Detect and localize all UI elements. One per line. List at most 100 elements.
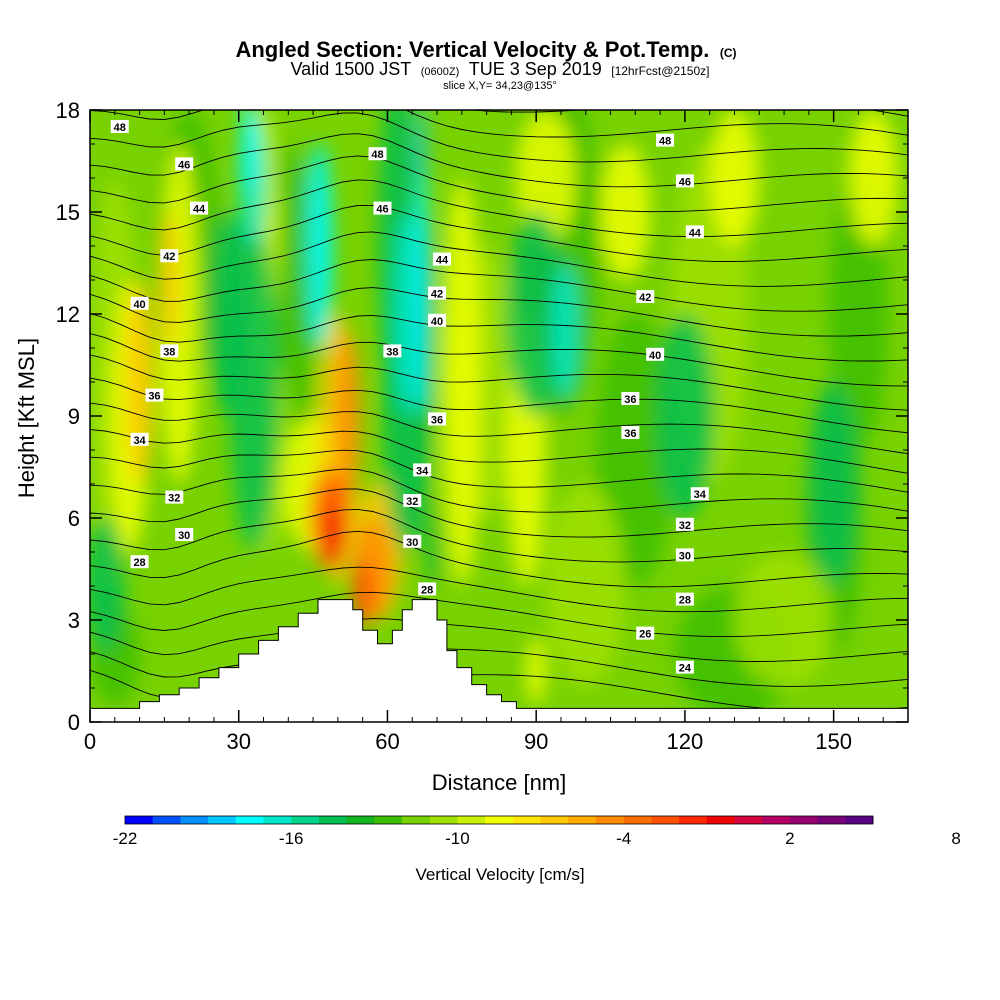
contour-label-text: 48 — [114, 122, 126, 134]
contour-line-43 — [90, 204, 908, 262]
contour-label-28-2: 28 — [675, 592, 694, 607]
contour-label-bg — [403, 494, 422, 507]
vv-blob-41 — [208, 212, 249, 416]
y-tick-label-5: 15 — [56, 200, 80, 225]
plot-area: 24 26 28 28 28 30 30 30 32 32 32 34 34 34 36 36 36 36 38 38… — [90, 110, 908, 722]
contour-label-36-0: 36 — [145, 388, 164, 403]
contour-label-34-0: 34 — [130, 432, 149, 447]
subtitle-valid: Valid 1500 JST — [291, 59, 412, 79]
contour-label-28-0: 28 — [130, 555, 149, 569]
contour-label-bg — [418, 582, 437, 596]
y-tick-label-3: 9 — [68, 404, 80, 429]
x-tick-label-0: 0 — [84, 729, 96, 754]
vv-blob-49 — [241, 110, 257, 195]
colorbar-swatch-4 — [235, 816, 264, 824]
contour-label-24-0: 24 — [675, 660, 694, 675]
contour-label-bg — [675, 660, 694, 674]
contour-label-30-0: 30 — [175, 528, 194, 542]
colorbar-swatch-20 — [679, 816, 708, 824]
colorbar-swatch-5 — [263, 816, 292, 824]
contour-label-bg — [428, 286, 447, 300]
contour-line-25 — [90, 645, 908, 687]
contour-line-31 — [90, 488, 908, 538]
contour-label-bg — [428, 412, 447, 426]
contour-label-28-1: 28 — [418, 582, 437, 596]
vv-blob-28 — [159, 212, 180, 348]
contour-label-text: 46 — [178, 159, 190, 171]
contour-label-text: 48 — [659, 136, 671, 148]
chart-subtitle: Valid 1500 JST (0600Z) TUE 3 Sep 2019 [1… — [291, 59, 710, 79]
contour-label-text: 32 — [406, 496, 418, 508]
colorbar-label-0: -22 — [113, 829, 138, 848]
contour-label-text: 24 — [679, 663, 692, 675]
contour-label-text: 42 — [639, 292, 651, 304]
vv-blob-51 — [417, 110, 427, 185]
colorbar-swatch-9 — [374, 816, 403, 824]
contour-line-42 — [90, 231, 908, 287]
colorbar-label-3: -4 — [616, 829, 631, 848]
colorbar-swatch-16 — [568, 816, 597, 824]
contour-label-text: 42 — [163, 251, 175, 263]
contour-line-29 — [90, 530, 908, 588]
contour-label-text: 44 — [436, 255, 449, 267]
y-tick-label-6: 18 — [56, 98, 80, 123]
contour-label-32-1: 32 — [403, 494, 422, 508]
contour-line-48 — [90, 110, 908, 138]
contour-label-text: 48 — [371, 149, 383, 161]
terrain-mask — [90, 599, 908, 722]
colorbar-swatch-25 — [817, 816, 846, 824]
subtitle-forecast: [12hrFcst@2150z] — [611, 64, 709, 78]
contour-label-48-2: 48 — [656, 133, 675, 148]
colorbar-swatch-14 — [512, 816, 541, 824]
colorbar-swatch-24 — [789, 816, 818, 824]
contour-label-bg — [130, 296, 149, 310]
contour-label-40-0: 40 — [130, 296, 149, 311]
contour-line-39 — [90, 312, 908, 362]
contour-label-48-0: 48 — [110, 120, 129, 134]
contour-label-bg — [130, 432, 149, 446]
colorbar-swatch-15 — [540, 816, 569, 824]
colorbar-swatch-10 — [402, 816, 431, 824]
contour-label-text: 36 — [624, 394, 636, 406]
colorbar-swatch-0 — [125, 816, 154, 824]
contour-label-text: 32 — [679, 520, 691, 532]
contour-label-bg — [675, 592, 694, 606]
contour-label-44-2: 44 — [685, 225, 704, 239]
chart-title-text: Angled Section: Vertical Velocity & Pot.… — [235, 37, 709, 62]
colorbar-label-5: 8 — [951, 829, 960, 848]
contour-label-text: 36 — [624, 428, 636, 440]
contour-label-bg — [403, 534, 422, 548]
contour-label-bg — [368, 147, 387, 161]
vv-blob-13 — [546, 484, 626, 688]
vv-blob-12 — [734, 552, 834, 688]
y-tick-label-1: 3 — [68, 608, 80, 633]
contour-label-36-1: 36 — [428, 412, 447, 426]
contour-label-text: 30 — [178, 530, 190, 542]
colorbar-label-1: -16 — [279, 829, 304, 848]
y-tick-label-2: 6 — [68, 506, 80, 531]
contour-label-bg — [160, 344, 179, 358]
contour-label-38-0: 38 — [160, 344, 179, 358]
contour-label-text: 34 — [416, 465, 429, 477]
contour-line-46 — [90, 133, 908, 188]
contour-line-40 — [90, 287, 908, 337]
colorbar-swatch-13 — [485, 816, 514, 824]
contour-label-bg — [646, 347, 665, 361]
contour-label-42-2: 42 — [636, 290, 655, 304]
vv-blob-47 — [315, 144, 331, 348]
contour-label-bg — [636, 626, 655, 640]
contour-label-text: 30 — [679, 550, 691, 562]
x-tick-label-5: 150 — [815, 729, 852, 754]
contour-label-bg — [383, 344, 402, 358]
vv-blob-50 — [422, 212, 432, 416]
contour-label-bg — [190, 201, 209, 215]
contour-label-30-1: 30 — [403, 534, 422, 549]
contour-label-44-1: 44 — [432, 252, 451, 267]
subtitle-zulu: (0600Z) — [421, 66, 460, 78]
vv-blob-20 — [709, 110, 760, 246]
y-tick-label-0: 0 — [68, 710, 80, 735]
vv-blob-53 — [428, 518, 437, 586]
contour-label-text: 44 — [689, 227, 702, 239]
contour-label-36-2: 36 — [621, 426, 640, 440]
